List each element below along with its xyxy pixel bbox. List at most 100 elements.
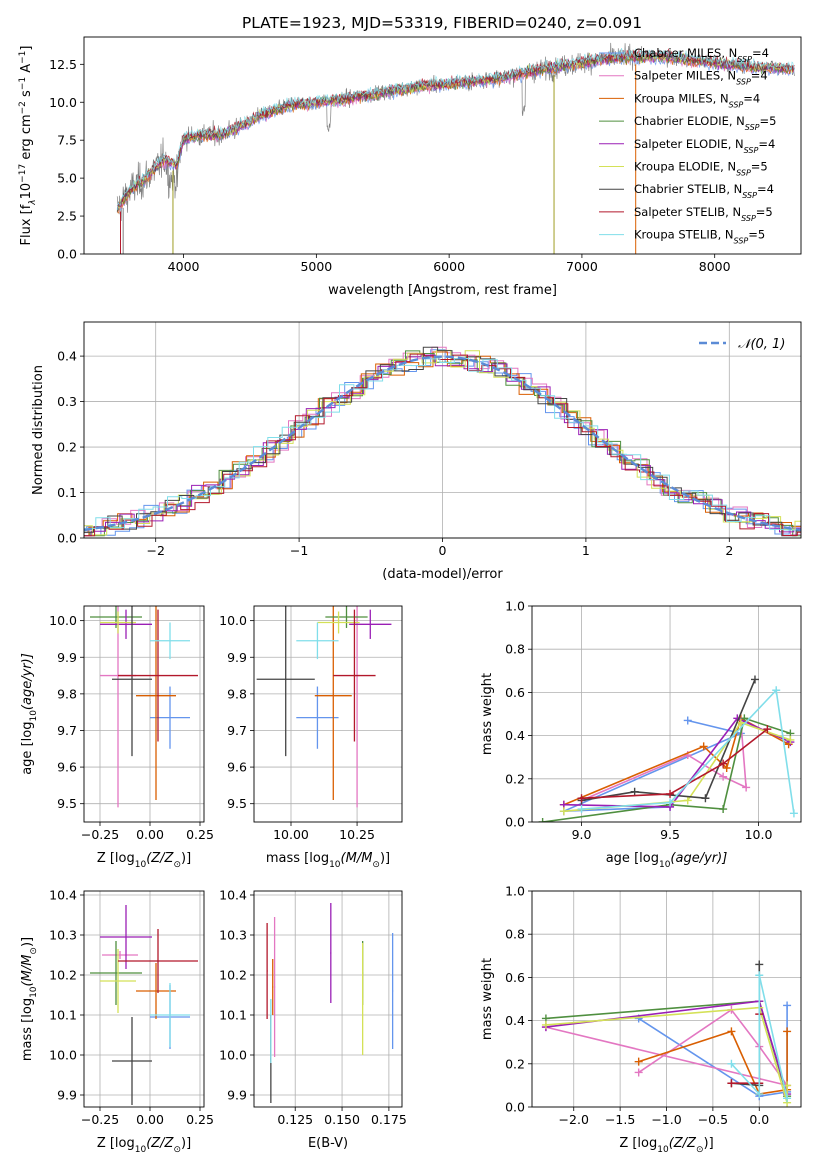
mass-vs-z-xtick-label: 0.25 [186,1112,214,1127]
weight-vs-z-series-marker [783,1094,792,1103]
spectrum-ylabel-sup: −1 [18,51,28,64]
weight-vs-z-series [541,960,792,1107]
residuals-xlabel: (data-model)/error [382,567,503,582]
weight-vs-z-series-marker [634,1057,643,1066]
spectrum-ylabel-part: s [19,90,34,101]
legend-label-sub: SSP [736,168,751,177]
legend-label-sub: SSP [736,77,751,86]
mass-vs-z-ytick-label: 10.2 [49,968,77,983]
weight-vs-z-series-marker [755,960,764,969]
legend-label: Salpeter STELIB, N [634,205,741,219]
residuals-histograms [84,346,801,537]
weight-vs-z-xlabel: Z [log10(Z/Z⊙)] [619,1136,713,1155]
legend-label: =4 [743,91,760,105]
weight-vs-age-xlabel-part: age [log [606,851,659,866]
weight-vs-z-ytick-label: 0.2 [505,1056,525,1071]
weight-vs-age-series-marker [736,718,745,727]
mass-vs-z-ylabel-part: (M/M [20,955,35,987]
mass-vs-z-ylabel-sub: ⊙ [29,947,39,955]
weight-vs-age-series [538,675,798,822]
age-vs-mass-ytick-label: 9.7 [227,723,247,738]
weight-vs-z-series-marker [783,1027,792,1036]
weight-vs-z-xtick-label: −1.5 [605,1112,635,1127]
spectrum-ylabel-part: 10 [19,183,34,200]
weight-vs-age-ytick-label: 0.4 [505,728,525,743]
age-vs-z-ytick-label: 9.8 [57,686,77,701]
legend-entry: Kroupa STELIB, NSSP=5 [634,228,765,246]
weight-vs-z-axes: −2.0 −1.5 −1.0 −0.5 0.0 0.0 0.2 0.4 0.6 0.8 1.0 Z [… [480,884,802,1155]
age-vs-mass-xlabel-part: )] [380,851,390,866]
weight-vs-z-xlabel-sub: ⊙ [696,1145,704,1155]
residuals-xtick-label: 2 [725,543,733,558]
weight-vs-age-series-marker [538,818,547,822]
age-vs-z-xtick-label: 0.00 [136,827,164,842]
age-vs-z-points [90,606,198,808]
residuals-ytick-label: 0.4 [57,349,77,364]
weight-vs-age-series-line [581,688,795,814]
age-vs-z-ytick-label: 9.6 [57,760,77,775]
age-vs-z-ytick-label: 9.9 [57,650,77,665]
legend-entry: Chabrier ELODIE, NSSP=5 [634,114,776,132]
spectrum-ytick-label: 2.5 [57,209,77,224]
legend-label-sub: SSP [742,191,757,200]
age-vs-z-ylabel-part: (age/yr)] [20,653,35,710]
residuals-histogram-series [84,353,801,537]
weight-vs-age-series-line [563,719,744,812]
age-vs-mass-xlabel-sub: 10 [329,860,341,870]
figure-title: PLATE=1923, MJD=53319, FIBERID=0240, z=0… [242,14,642,32]
legend-label: Kroupa ELODIE, N [634,160,736,174]
age-vs-z-axes: −0.25 0.00 0.259.59.69.79.89.910.0Z [log10… [20,605,214,870]
legend-label: Chabrier ELODIE, N [634,114,745,128]
spectrum-model-line [116,48,795,210]
residuals-xtick-label: −1 [290,543,308,558]
spectrum-ylabel-part: ] [19,46,34,51]
age-vs-z-ytick-label: 10.0 [49,613,77,628]
spectrum-axes: 4000 5000 6000 7000 8000 0.0 2.5 5.0 7.5 10.0 12.5… [18,36,802,298]
weight-vs-age-series-marker [772,686,781,695]
spectrum-ylabel-sub: λ [28,199,38,205]
mass-vs-z-ylabel: mass [log10(M/M⊙)] [20,937,39,1061]
age-vs-z-frame [83,605,205,823]
weight-vs-age-ytick-label: 0.8 [505,642,525,657]
legend-entry: Kroupa ELODIE, NSSP=5 [634,160,768,178]
legend-label-sub: SSP [744,145,759,154]
legend-entry: Salpeter ELODIE, NSSP=4 [634,137,775,155]
weight-vs-z-ylabel: mass weight [480,958,495,1040]
residuals-gaussian-curve [84,355,801,532]
spectrum-ylabel: Flux [fλ10−17 erg cm−2 s−1 A−1] [18,46,38,246]
weight-vs-z-series-marker [727,1079,736,1088]
weight-vs-z-series-marker [727,1027,736,1036]
weight-vs-age-series-marker [786,735,795,744]
legend-label: Salpeter ELODIE, N [634,137,744,151]
weight-vs-z-frame [531,890,802,1108]
mass-vs-z-frame [83,890,205,1108]
legend-entry: Kroupa MILES, NSSP=4 [634,91,760,109]
mass-vs-ebv-frame [253,890,403,1108]
mass-vs-ebv-xtick-label: 0.150 [324,1112,360,1127]
weight-vs-age-axes: 9.0 9.5 10.0 0.0 0.2 0.4 0.6 0.8 1.0 age [log10(a… [480,599,802,870]
weight-vs-age-series-marker [666,798,675,807]
weight-vs-z-xtick-label: −0.5 [698,1112,728,1127]
weight-vs-z-xlabel-part: )] [704,1136,714,1151]
residuals-xtick-label: 0 [439,543,447,558]
weight-vs-age-xlabel-part: (age/yr)] [670,851,727,866]
mass-vs-z-xlabel-part: )] [181,1136,191,1151]
mass-vs-z-ylabel-part: mass [log [20,998,35,1061]
weight-vs-z-ytick-label: 1.0 [505,884,525,899]
spectrum-traces [116,42,795,254]
weight-vs-z-series-line [545,1006,788,1103]
weight-vs-z-ytick-label: 0.4 [505,1013,525,1028]
weight-vs-age-series-marker [722,764,731,772]
legend-label-sub: SSP [745,123,760,132]
residuals-frame [83,321,802,539]
weight-vs-age-series-marker [699,742,708,751]
mass-vs-z-axes: −0.25 0.00 0.25 9.9 10.0 10.1 10.2 10.3 10.4 Z [l… [20,888,214,1156]
age-vs-z-xlabel-part: Z [log [97,851,135,866]
age-vs-z-ytick-label: 9.7 [57,723,77,738]
mass-vs-ebv-ytick-label: 10.0 [219,1048,247,1063]
mass-vs-z-xlabel-part: Z [log [97,1136,135,1151]
weight-vs-age-xtick-label: 10.0 [745,827,773,842]
residuals-histogram-series [84,349,801,536]
age-vs-z-xlabel: Z [log10(Z/Z⊙)] [97,851,191,870]
